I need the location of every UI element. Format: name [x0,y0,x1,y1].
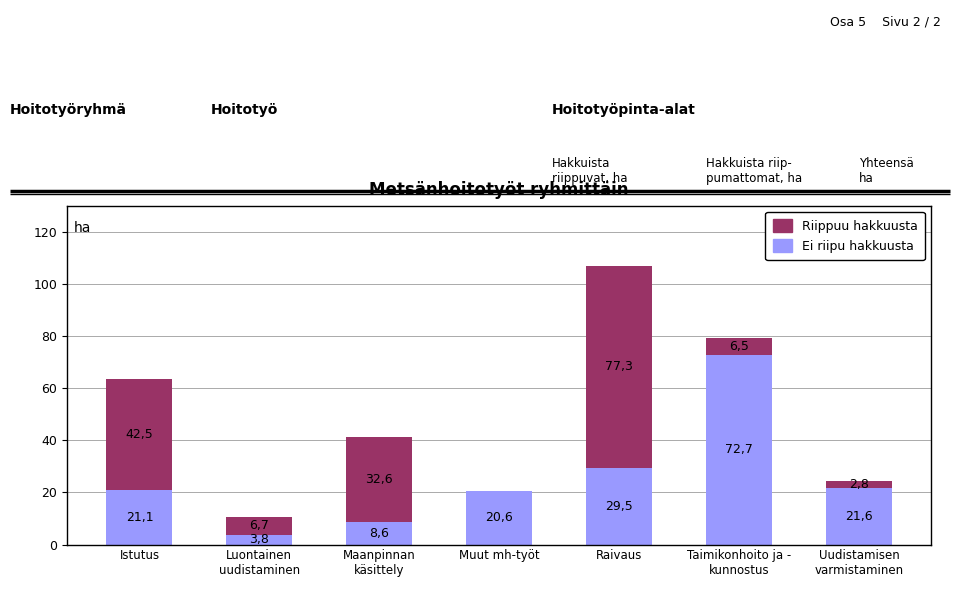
Text: Osa 5    Sivu 2 / 2: Osa 5 Sivu 2 / 2 [830,15,941,28]
Bar [826,488,892,544]
Text: 20,6: 20,6 [486,511,513,524]
Text: Hoitotyö: Hoitotyö [211,103,278,117]
Text: Hoitotyöryhmä: Hoitotyöryhmä [10,103,127,117]
Text: 29,5: 29,5 [605,500,633,512]
Bar [107,489,173,544]
Bar [107,379,173,489]
Bar [587,468,652,544]
Text: ha: ha [74,221,91,235]
Text: 21,6: 21,6 [845,510,873,523]
Text: 72,7: 72,7 [725,443,753,456]
Bar [587,266,652,468]
Bar [227,517,293,535]
Text: 2,8: 2,8 [849,478,869,491]
Text: 21,1: 21,1 [126,511,154,523]
Bar [227,535,293,545]
Text: Yhteensä
ha: Yhteensä ha [859,157,914,185]
Text: 6,7: 6,7 [250,519,270,532]
Bar [347,437,412,522]
Text: Hakkuista riip-
pumattomat, ha: Hakkuista riip- pumattomat, ha [706,157,802,185]
Text: 77,3: 77,3 [605,361,633,373]
Text: 42,5: 42,5 [126,428,154,440]
Bar [347,522,412,544]
Bar [706,355,772,544]
Text: Hakkuista
riippuvat, ha: Hakkuista riippuvat, ha [552,157,628,185]
Bar [826,481,892,488]
Bar [706,338,772,355]
Text: 3,8: 3,8 [250,533,270,546]
Text: 8,6: 8,6 [370,527,389,540]
Legend: Riippuu hakkuusta, Ei riipu hakkuusta: Riippuu hakkuusta, Ei riipu hakkuusta [765,212,924,260]
Text: 6,5: 6,5 [729,340,749,353]
Bar [467,491,532,544]
Title: Metsänhoitotyöt ryhmittäin: Metsänhoitotyöt ryhmittäin [370,180,629,198]
Text: Hoitotyöpinta-alat: Hoitotyöpinta-alat [552,103,696,117]
Text: 32,6: 32,6 [366,473,393,486]
